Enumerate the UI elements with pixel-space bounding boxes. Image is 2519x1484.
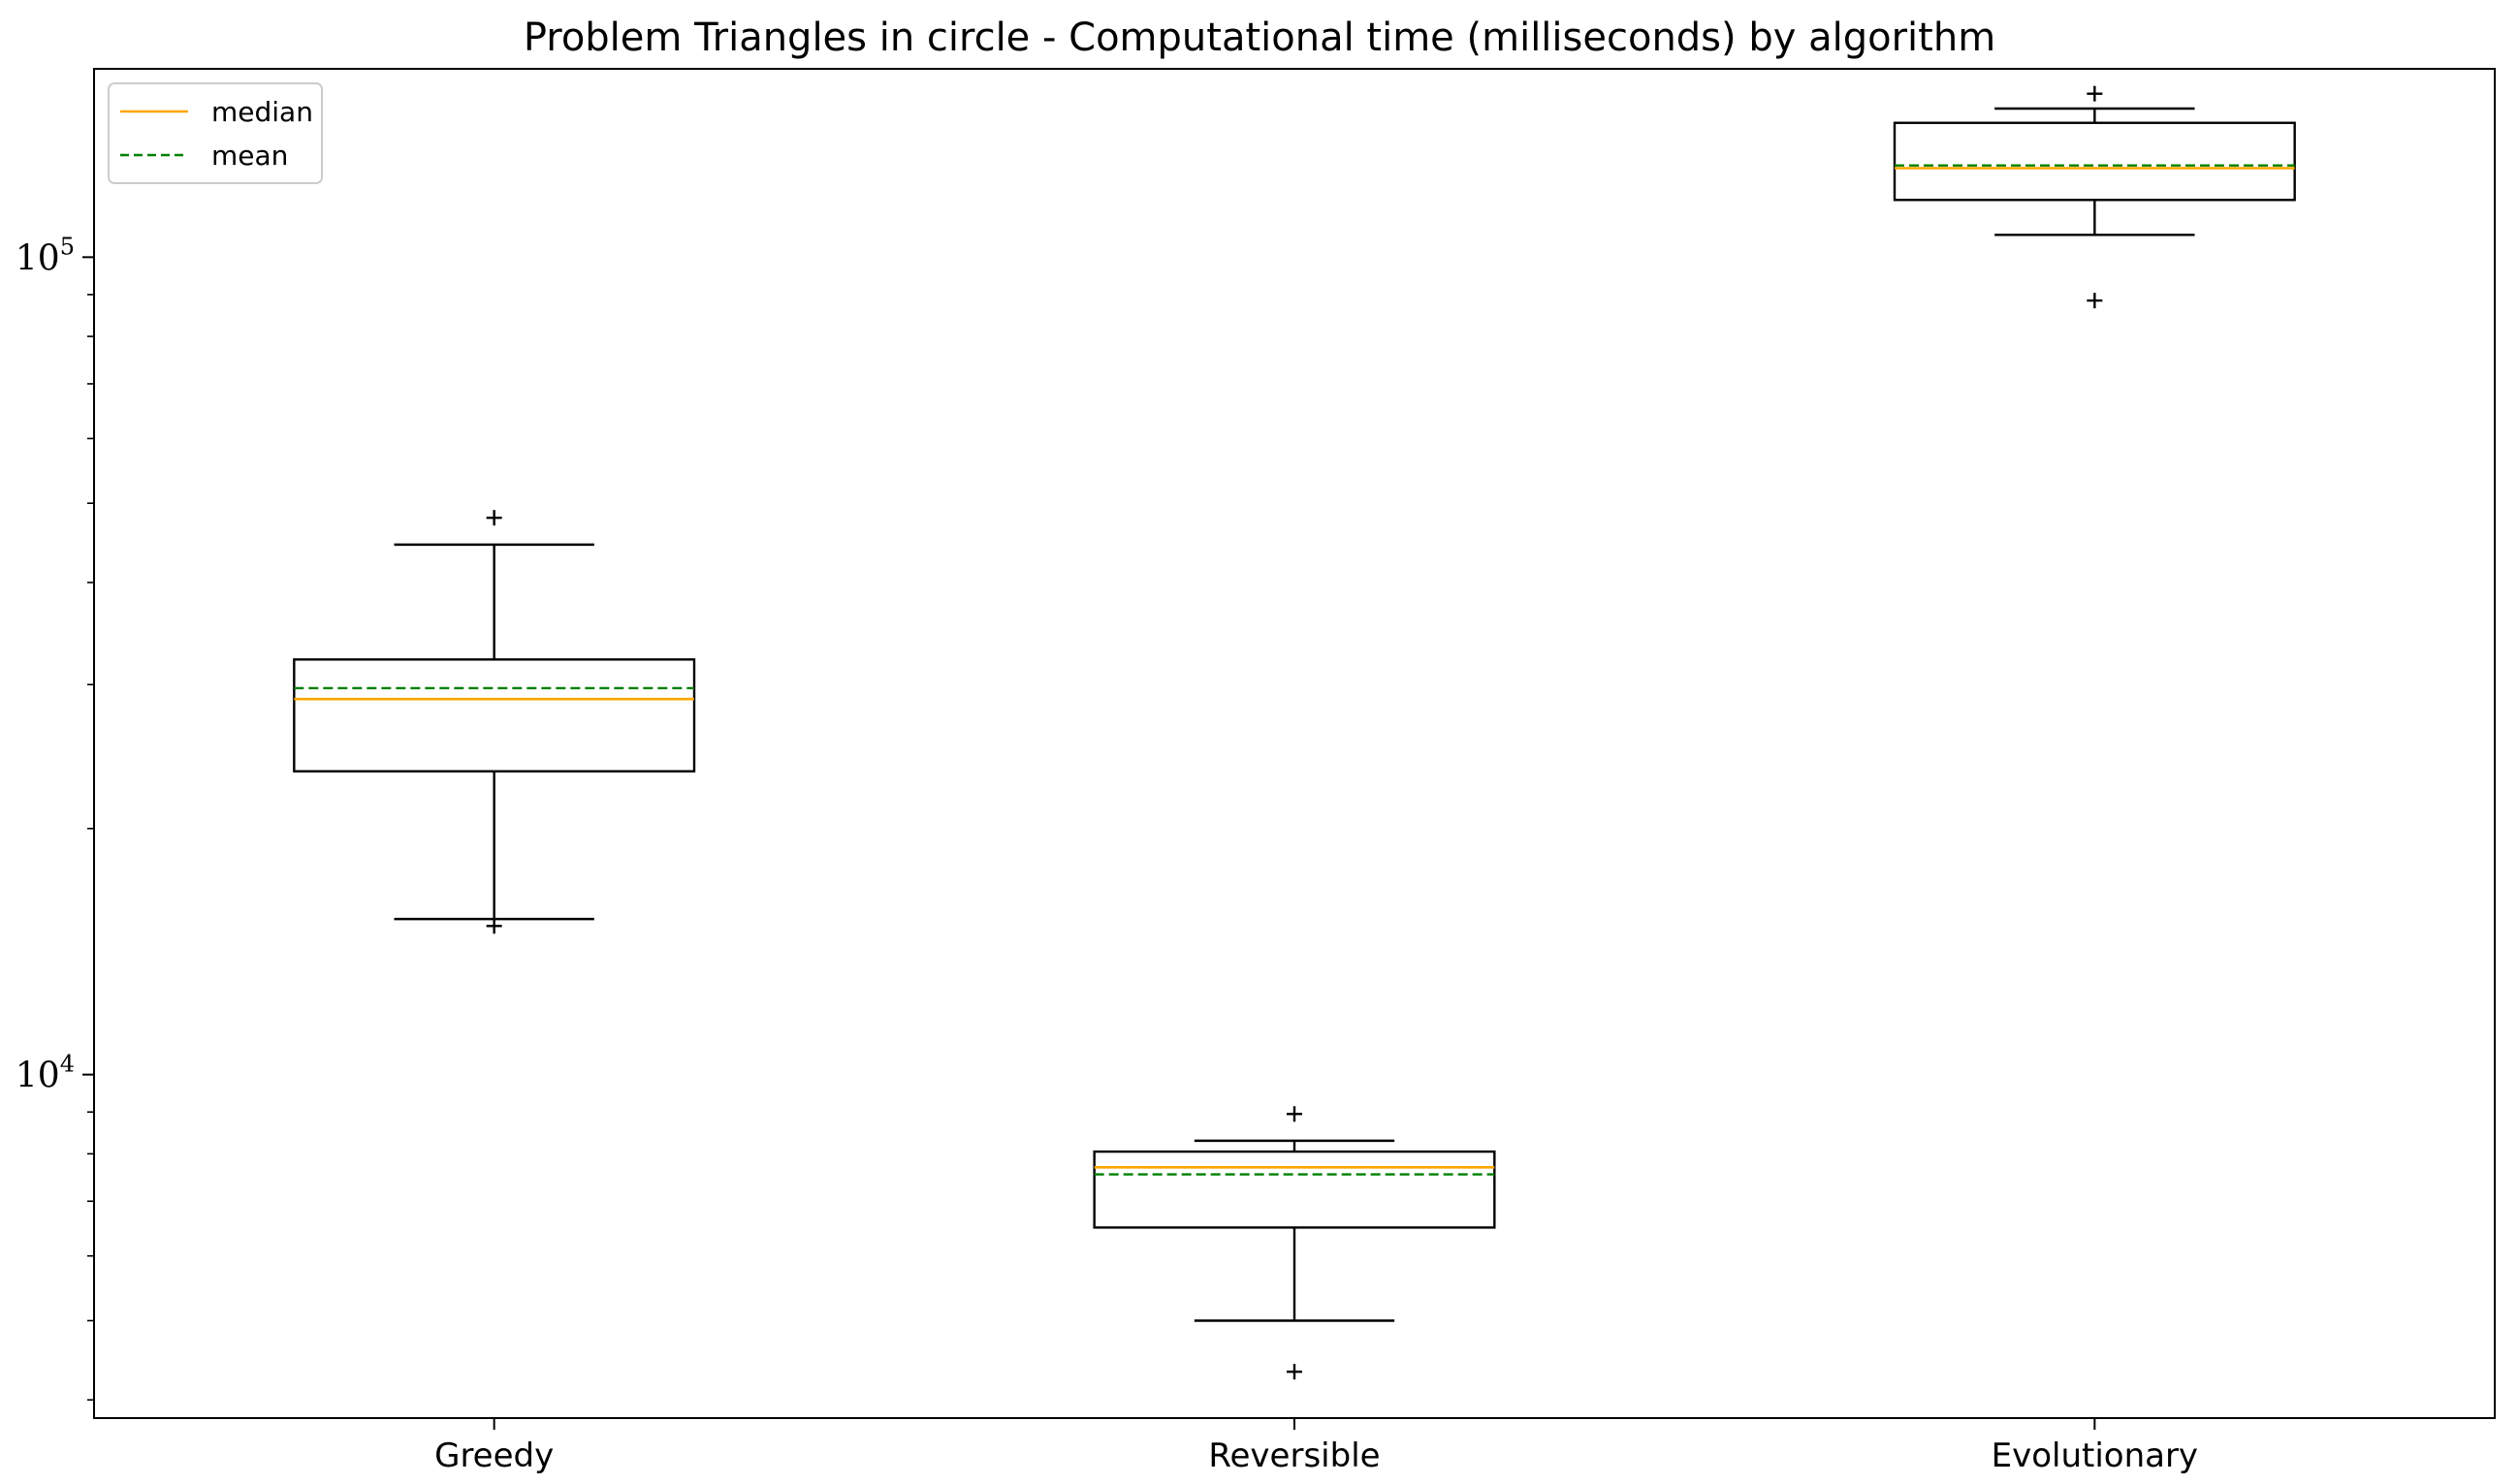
- y-tick-label: 105: [16, 233, 75, 278]
- flier-point: [486, 510, 502, 526]
- plot-frame: [93, 68, 2496, 1419]
- flier-point: [1287, 1364, 1302, 1380]
- flier-point: [486, 918, 502, 934]
- y-tick-label-base: 10: [16, 1057, 60, 1096]
- legend-label-mean: mean: [211, 140, 288, 172]
- x-axis: Greedy Reversible Evolutionary: [434, 1418, 2198, 1475]
- y-tick-label-exponent: 5: [60, 233, 75, 260]
- legend-box: [108, 82, 323, 184]
- x-tick-label: Reversible: [1208, 1437, 1380, 1475]
- box-iqr: [1893, 121, 2296, 202]
- x-tick-label: Evolutionary: [1992, 1437, 2198, 1475]
- box-iqr: [1093, 1150, 1496, 1229]
- box-group-reversible: [1093, 1106, 1496, 1380]
- y-tick-label-exponent: 4: [60, 1051, 75, 1078]
- flier-point: [1287, 1106, 1302, 1122]
- box-iqr: [293, 658, 696, 773]
- flier-point: [2087, 85, 2103, 102]
- legend-label-median: median: [211, 96, 313, 128]
- box-group-greedy: [293, 510, 696, 934]
- legend: median mean: [108, 82, 323, 184]
- y-tick-label-base: 10: [16, 238, 60, 278]
- chart-title: Problem Triangles in circle - Computatio…: [524, 16, 1995, 60]
- x-tick-label: Greedy: [434, 1437, 554, 1475]
- box-group-evolutionary: [1893, 85, 2296, 309]
- y-tick-label: 104: [16, 1051, 75, 1096]
- flier-point: [2087, 293, 2103, 309]
- plot-content: [293, 85, 2296, 1380]
